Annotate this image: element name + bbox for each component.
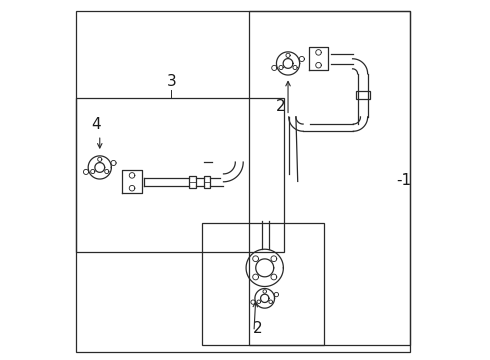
- Text: 3: 3: [167, 73, 176, 89]
- Bar: [356, 91, 370, 99]
- Text: 4: 4: [91, 117, 101, 132]
- Bar: [202, 223, 324, 345]
- Bar: [76, 98, 285, 252]
- Text: 2: 2: [253, 321, 262, 336]
- Text: -1: -1: [396, 172, 412, 188]
- Bar: [204, 176, 210, 188]
- Bar: [248, 12, 410, 345]
- Text: 2: 2: [276, 99, 286, 114]
- Bar: [190, 176, 196, 188]
